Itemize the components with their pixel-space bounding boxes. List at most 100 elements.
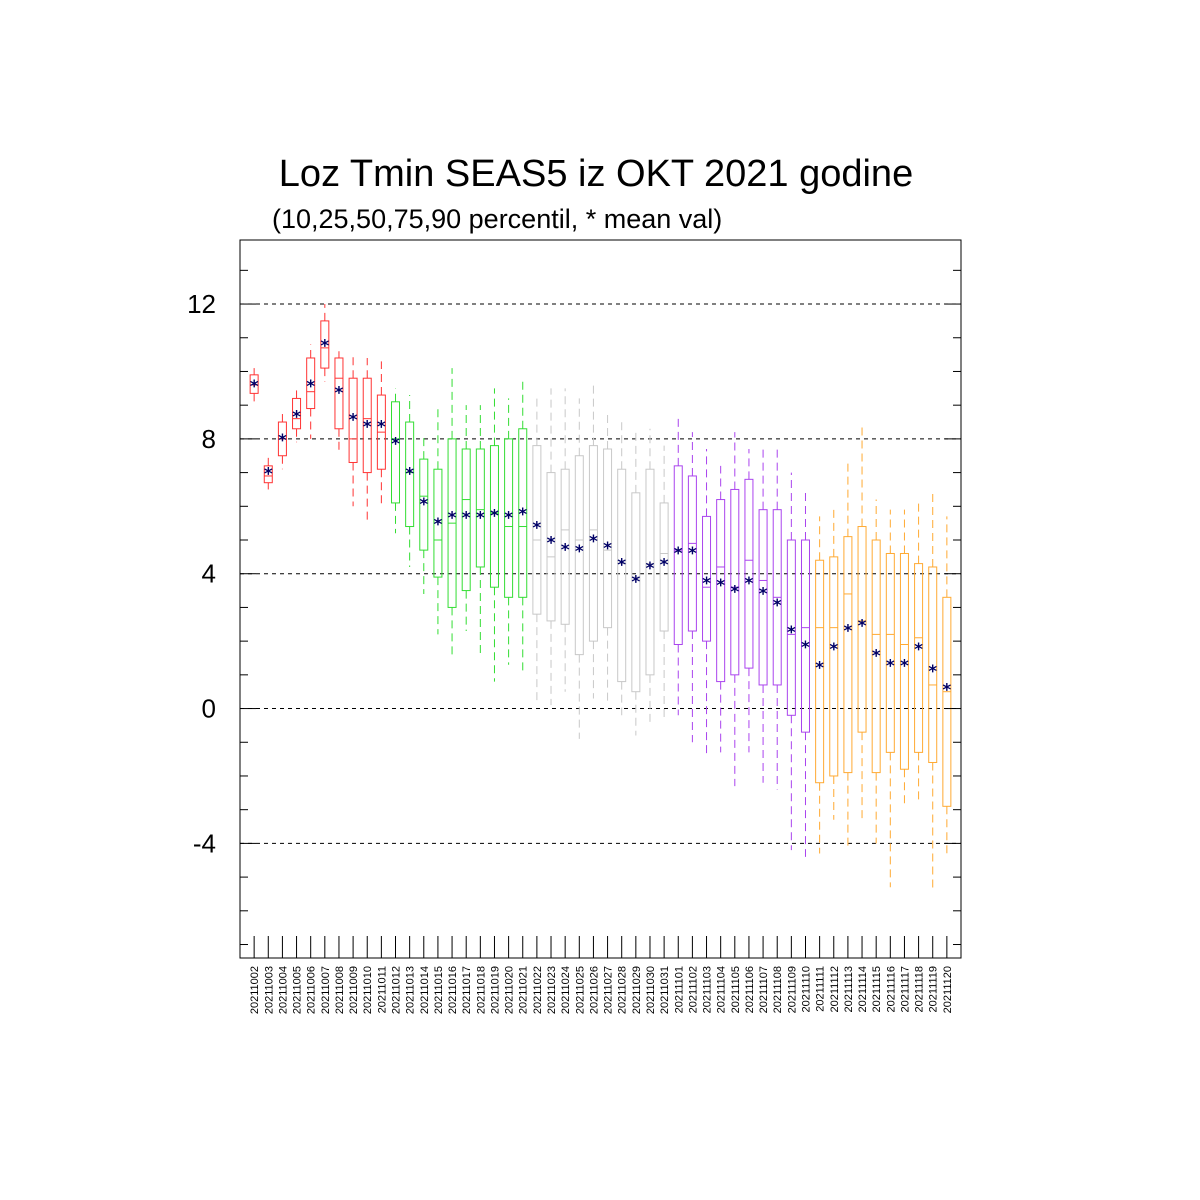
box-20211019: [489, 388, 499, 682]
x-tick-label: 20211107: [758, 966, 770, 1013]
box-20211117: [899, 509, 909, 807]
mean-marker: *: [787, 623, 796, 643]
x-tick-label: 20211115: [871, 966, 883, 1013]
x-tick-label: 20211022: [532, 966, 544, 1014]
x-tick-label: 20211010: [362, 966, 374, 1014]
x-tick-label: 20211114: [857, 966, 869, 1013]
y-tick-label: 0: [202, 694, 216, 724]
box-iqr: [786, 539, 796, 716]
box-20211024: [560, 388, 570, 692]
box-20211118: [914, 502, 924, 800]
mean-marker: *: [561, 540, 570, 560]
x-tick-label: 20211104: [716, 966, 728, 1013]
box-20211014: [419, 435, 429, 594]
box-iqr: [461, 448, 471, 592]
mean-marker: *: [759, 584, 768, 604]
y-tick-label: -4: [193, 828, 216, 858]
x-tick-label: 20211009: [348, 966, 360, 1014]
box-20211116: [885, 509, 895, 888]
mean-marker: *: [320, 336, 329, 356]
box-iqr: [744, 478, 754, 669]
box-iqr: [687, 475, 697, 632]
x-tick-label: 20211112: [829, 966, 841, 1013]
x-tick-label: 20211013: [405, 966, 417, 1014]
box-20211114: [857, 425, 867, 820]
mean-marker: *: [660, 556, 669, 576]
mean-marker: *: [335, 384, 344, 404]
mean-marker: *: [744, 574, 753, 594]
box-iqr: [405, 421, 415, 528]
boxplot-series: [249, 304, 952, 891]
x-tick-label: 20211012: [391, 966, 403, 1014]
box-20211031: [659, 445, 669, 723]
box-iqr: [716, 499, 726, 683]
x-tick-label: 20211004: [277, 966, 289, 1014]
x-tick-label: 20211016: [447, 966, 459, 1014]
x-tick-label: 20211005: [292, 966, 304, 1014]
box-iqr: [942, 596, 952, 807]
mean-markers: ******** * ***** * * * * * *** * ** **** ** ** * * *****…: [250, 336, 952, 700]
box-20211107: [758, 445, 768, 783]
x-tick-label: 20211030: [645, 966, 657, 1014]
mean-marker: *: [532, 519, 541, 539]
mean-marker: *: [646, 559, 655, 579]
box-20211115: [871, 499, 881, 844]
box-20211013: [405, 395, 415, 567]
x-tick-label: 20211110: [800, 966, 812, 1013]
box-iqr: [673, 465, 683, 646]
box-20211003: [263, 455, 273, 490]
mean-marker: *: [674, 544, 683, 564]
box-20211007: [320, 304, 330, 382]
box-20211026: [588, 384, 598, 699]
mean-marker: *: [801, 638, 810, 658]
x-tick-label: 20211117: [899, 966, 911, 1013]
box-iqr: [603, 448, 613, 629]
mean-marker: *: [349, 411, 358, 431]
mean-marker: *: [476, 508, 485, 528]
box-iqr: [588, 445, 598, 642]
mean-marker: *: [829, 640, 838, 660]
x-tick-label: 20211019: [489, 966, 501, 1014]
x-tick-label: 20211017: [461, 966, 473, 1014]
box-iqr: [391, 401, 401, 504]
box-20211005: [292, 388, 302, 443]
x-tick-label: 20211119: [928, 966, 940, 1013]
x-tick-label: 20211105: [730, 966, 742, 1013]
mean-marker: *: [631, 572, 640, 592]
x-tick-label: 20211026: [588, 966, 600, 1014]
mean-marker: *: [547, 534, 556, 554]
box-20211004: [277, 411, 287, 470]
box-iqr: [504, 438, 514, 598]
x-tick-label: 20211027: [603, 966, 615, 1014]
mean-marker: *: [872, 647, 881, 667]
box-20211108: [772, 445, 782, 790]
box-20211102: [687, 432, 697, 743]
x-tick-label: 20211023: [546, 966, 558, 1014]
x-tick-label: 20211002: [249, 966, 261, 1014]
x-tick-label: 20211102: [687, 966, 699, 1013]
box-iqr: [645, 468, 655, 676]
box-iqr: [815, 559, 825, 784]
box-iqr: [433, 468, 443, 578]
mean-marker: *: [419, 495, 428, 515]
box-iqr: [885, 552, 895, 753]
mean-marker: *: [716, 576, 725, 596]
mean-marker: *: [250, 377, 259, 397]
x-tick-label: 20211007: [320, 966, 332, 1014]
x-tick-label: 20211011: [376, 966, 388, 1013]
box-iqr: [292, 397, 302, 430]
box-20211109: [786, 472, 796, 851]
mean-marker: *: [462, 508, 471, 528]
box-20211021: [518, 378, 528, 672]
box-iqr: [928, 566, 938, 763]
mean-marker: *: [815, 658, 824, 678]
box-20211105: [730, 432, 740, 787]
mean-marker: *: [773, 596, 782, 616]
x-tick-label: 20211101: [673, 966, 685, 1013]
box-iqr: [800, 539, 810, 733]
box-20211020: [504, 398, 514, 665]
box-iqr: [659, 502, 669, 632]
box-iqr: [871, 539, 881, 774]
chart-title: Loz Tmin SEAS5 iz OKT 2021 godine: [279, 153, 913, 195]
